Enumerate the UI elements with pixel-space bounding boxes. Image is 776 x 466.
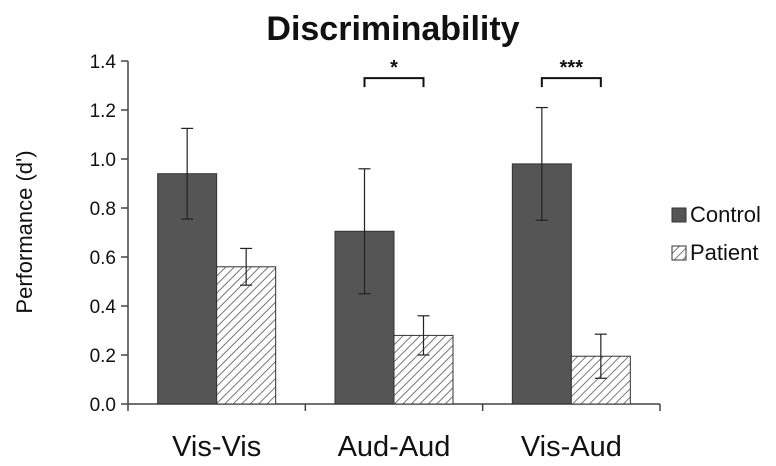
significance-bracket: ***	[540, 57, 602, 88]
bracket-line	[363, 77, 425, 88]
x-tick-label: Vis-Aud	[521, 431, 622, 463]
plot-area: 0.0 0.2 0.4 0.6 0.8 1.0 1.2 1.4 Vis-Vis Aud-Aud Vi…	[90, 52, 661, 463]
y-tick-label: 1.4	[90, 52, 117, 73]
y-tick-label: 0.4	[90, 297, 117, 318]
x-tick-label: Vis-Vis	[172, 431, 261, 463]
legend: Control Patient	[671, 202, 761, 265]
chart-title: Discriminability	[266, 10, 519, 48]
legend-swatch-control	[671, 207, 687, 223]
y-tick-label: 0.2	[90, 346, 116, 367]
y-tick-label: 0.8	[90, 199, 116, 220]
y-tick-label: 1.0	[90, 150, 116, 171]
y-tick-label: 1.2	[90, 101, 116, 122]
y-tick-label: 0.6	[90, 248, 116, 269]
legend-swatch-patient	[671, 245, 687, 261]
legend-label-control: Control	[690, 202, 761, 227]
bracket-line	[540, 77, 602, 88]
significance-label: *	[390, 57, 398, 79]
y-tick-label: 0.0	[90, 395, 116, 416]
significance-bracket: *	[363, 57, 425, 88]
legend-label-patient: Patient	[690, 240, 759, 265]
significance-label: ***	[560, 57, 584, 79]
bar-patient-vis-vis	[216, 266, 277, 405]
x-tick-label: Aud-Aud	[338, 431, 451, 463]
y-axis-label: Performance (d')	[12, 150, 37, 313]
